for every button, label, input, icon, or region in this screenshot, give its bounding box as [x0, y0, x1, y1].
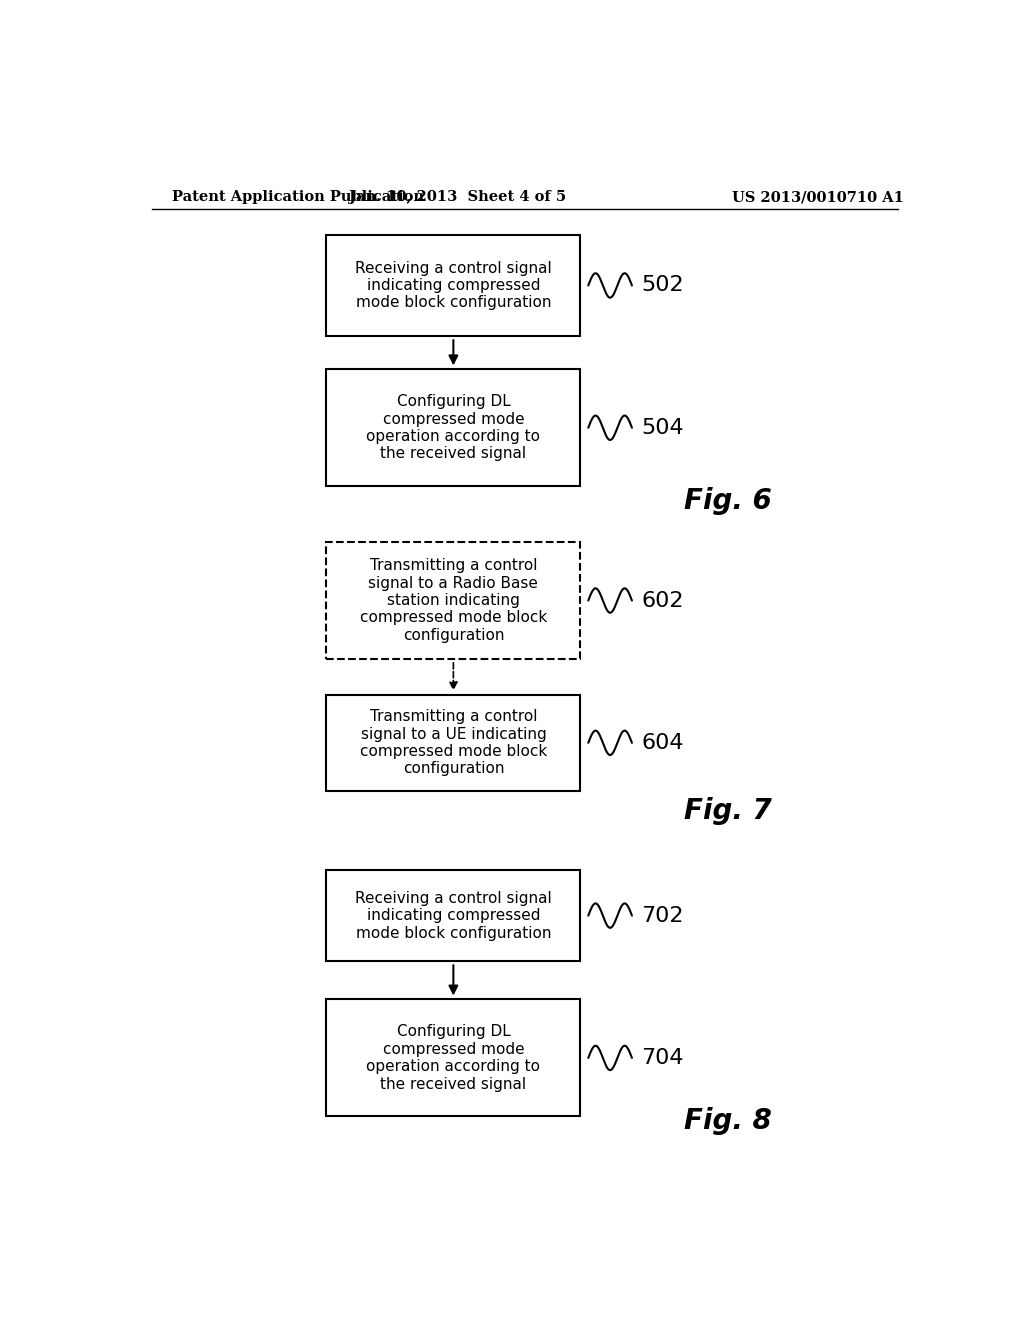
Text: Configuring DL
compressed mode
operation according to
the received signal: Configuring DL compressed mode operation… [367, 1024, 541, 1092]
Text: Fig. 7: Fig. 7 [684, 797, 771, 825]
Bar [327, 999, 581, 1117]
Bar [327, 694, 581, 791]
Text: 704: 704 [641, 1048, 684, 1068]
Text: 604: 604 [641, 733, 684, 752]
Bar [327, 543, 581, 659]
Text: 502: 502 [641, 276, 684, 296]
Text: Configuring DL
compressed mode
operation according to
the received signal: Configuring DL compressed mode operation… [367, 395, 541, 462]
Text: Fig. 6: Fig. 6 [684, 487, 771, 515]
Text: 504: 504 [641, 417, 684, 438]
Bar [327, 870, 581, 961]
Bar [327, 235, 581, 337]
Text: 702: 702 [641, 906, 684, 925]
Text: Receiving a control signal
indicating compressed
mode block configuration: Receiving a control signal indicating co… [355, 260, 552, 310]
Text: Transmitting a control
signal to a Radio Base
station indicating
compressed mode: Transmitting a control signal to a Radio… [359, 558, 547, 643]
Text: Patent Application Publication: Patent Application Publication [172, 190, 424, 205]
Text: 602: 602 [641, 590, 684, 611]
Bar [327, 370, 581, 486]
Text: Jan. 10, 2013  Sheet 4 of 5: Jan. 10, 2013 Sheet 4 of 5 [349, 190, 566, 205]
Text: Fig. 8: Fig. 8 [684, 1107, 771, 1135]
Text: Receiving a control signal
indicating compressed
mode block configuration: Receiving a control signal indicating co… [355, 891, 552, 941]
Text: Transmitting a control
signal to a UE indicating
compressed mode block
configura: Transmitting a control signal to a UE in… [359, 709, 547, 776]
Text: US 2013/0010710 A1: US 2013/0010710 A1 [732, 190, 904, 205]
